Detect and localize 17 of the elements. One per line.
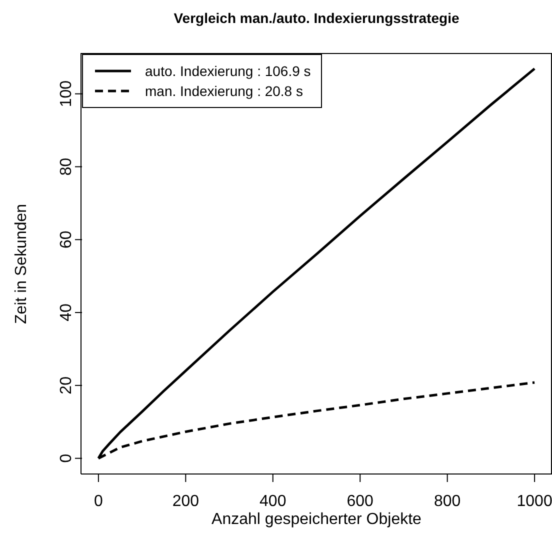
y-tick-label: 20 [58, 376, 75, 394]
x-tick-label: 0 [94, 493, 103, 510]
x-tick-label: 800 [434, 493, 461, 510]
x-tick-label: 200 [172, 493, 200, 510]
y-tick-label: 100 [58, 80, 75, 108]
y-tick-label: 0 [58, 454, 75, 463]
legend-label: man. Indexierung : 20.8 s [145, 83, 303, 99]
y-tick-label: 80 [58, 158, 75, 176]
y-tick-label: 40 [58, 304, 75, 322]
chart-title: Vergleich man./auto. Indexierungsstrategie [172, 10, 460, 26]
y-axis-title: Zeit in Sekunden [13, 203, 31, 324]
x-tick-label: 600 [346, 493, 374, 510]
x-tick-label: 1000 [516, 493, 552, 510]
legend-label: auto. Indexierung : 106.9 s [145, 63, 311, 79]
x-tick-label: 400 [260, 493, 286, 510]
x-axis-title: Anzahl gespeicherter Objekte [210, 511, 422, 529]
y-tick-label: 60 [58, 230, 75, 249]
